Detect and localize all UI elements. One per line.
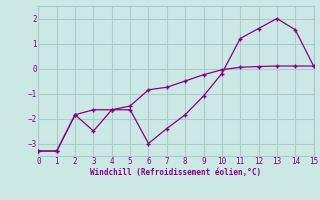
X-axis label: Windchill (Refroidissement éolien,°C): Windchill (Refroidissement éolien,°C)	[91, 168, 261, 177]
